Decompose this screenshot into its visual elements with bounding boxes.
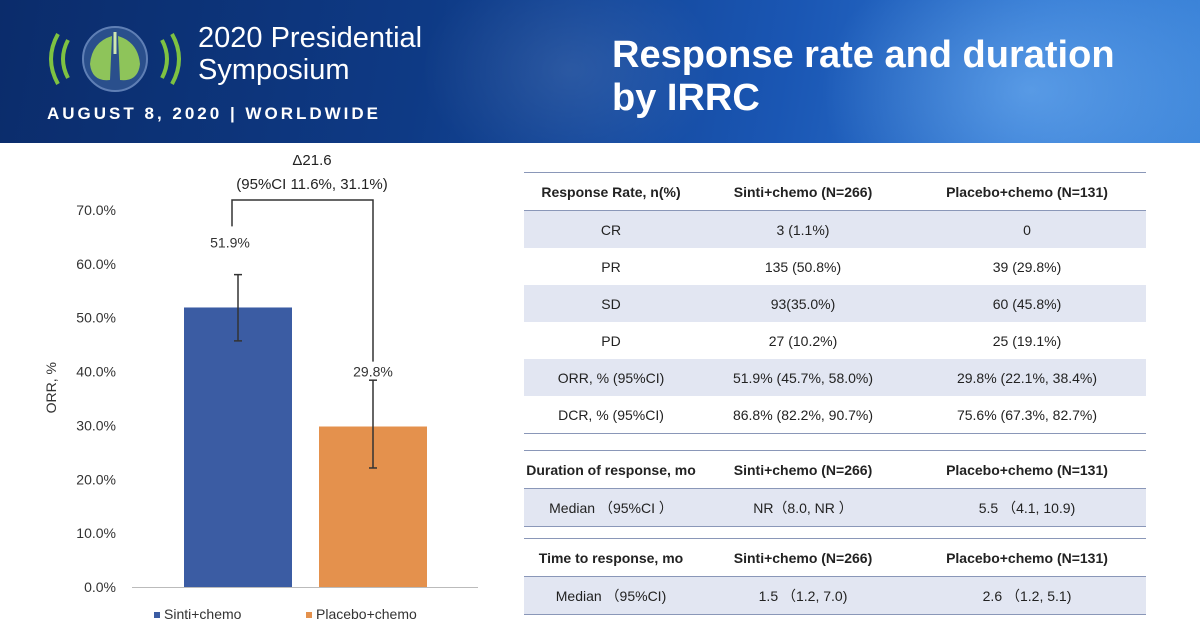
- table-row: Median （95%CI ） NR（8.0, NR ） 5.5 （4.1, 1…: [524, 488, 1146, 527]
- table-cell: 5.5 （4.1, 10.9): [908, 488, 1146, 527]
- y-tick-label: 70.0%: [76, 202, 116, 218]
- orr-chart-svg: 0.0% 10.0% 20.0% 30.0% 40.0% 50.0% 60.0% 70.0% O…: [43, 152, 478, 595]
- table-cell: 29.8% (22.1%, 38.4%): [908, 359, 1146, 396]
- table-row: SD 93(35.0%) 60 (45.8%): [524, 285, 1146, 322]
- symposium-title: 2020 Presidential Symposium: [198, 22, 422, 86]
- y-tick-label: 10.0%: [76, 525, 116, 541]
- slide-title-line1: Response rate and duration: [612, 34, 1115, 76]
- table-cell: 93(35.0%): [698, 285, 908, 322]
- legend-label-placebo: Placebo+chemo: [316, 606, 417, 622]
- header-cell: Sinti+chemo (N=266): [698, 538, 908, 577]
- table-cell: 86.8% (82.2%, 90.7%): [698, 396, 908, 434]
- time-to-response-table: Time to response, mo Sinti+chemo (N=266)…: [524, 538, 1146, 615]
- table-row: CR 3 (1.1%) 0: [524, 210, 1146, 248]
- table-cell: 1.5 （1.2, 7.0): [698, 576, 908, 615]
- row-label: CR: [524, 210, 698, 248]
- legend-item-placebo: Placebo+chemo: [306, 606, 417, 622]
- header-cell: Sinti+chemo (N=266): [698, 450, 908, 489]
- table-cell: 0: [908, 210, 1146, 248]
- y-tick-label: 60.0%: [76, 256, 116, 272]
- legend-item-sinti: Sinti+chemo: [154, 606, 241, 622]
- comparison-bracket: [231, 199, 374, 362]
- row-label: PR: [601, 258, 621, 275]
- row-label: Median （95%CI ）: [524, 488, 698, 527]
- table-cell: 75.6% (67.3%, 82.7%): [908, 396, 1146, 434]
- delta-annotation: Δ21.6: [292, 152, 331, 169]
- y-axis-label: ORR, %: [43, 362, 59, 413]
- banner-glow: [420, 0, 720, 143]
- lung-globe-logo-icon: [49, 26, 181, 92]
- table-header-row: Response Rate, n(%) Sinti+chemo (N=266) …: [524, 172, 1146, 211]
- legend-label-sinti: Sinti+chemo: [164, 606, 242, 622]
- ci-annotation: (95%CI 11.6%, 31.1%): [236, 176, 387, 193]
- table-cell: NR（8.0, NR ）: [698, 488, 908, 527]
- table-cell: 25 (19.1%): [992, 332, 1062, 349]
- table-row: ORR, % (95%CI) 51.9% (45.7%, 58.0%) 29.8…: [524, 359, 1146, 396]
- table-row: Median （95%CI) 1.5 （1.2, 7.0) 2.6 （1.2, …: [524, 576, 1146, 615]
- header-cell: Duration of response, mo: [524, 450, 698, 489]
- row-label: DCR, % (95%CI): [524, 396, 698, 434]
- table-cell: 39 (29.8%): [992, 258, 1062, 275]
- symposium-line2: Symposium: [198, 54, 350, 86]
- bar: [184, 307, 292, 587]
- table-cell: 27 (10.2%): [768, 332, 838, 349]
- table-cell: 51.9% (45.7%, 58.0%): [698, 359, 908, 396]
- response-rate-table: Response Rate, n(%) Sinti+chemo (N=266) …: [524, 172, 1146, 434]
- legend-swatch-sinti: [154, 612, 160, 619]
- symposium-line1: 2020 Presidential: [198, 22, 423, 54]
- banner-glow: [820, 0, 1200, 143]
- table-row: PD 27 (10.2%) 25 (19.1%): [524, 322, 1146, 359]
- table-cell: 60 (45.8%): [908, 285, 1146, 322]
- orr-bar-chart: 0.0% 10.0% 20.0% 30.0% 40.0% 50.0% 60.0% 70.0% O…: [0, 143, 520, 631]
- y-tick-label: 50.0%: [76, 310, 116, 326]
- slide-title: Response rate and duration by IRRC: [612, 34, 1115, 120]
- y-tick-label: 40.0%: [76, 364, 116, 380]
- header-cell: Time to response, mo: [524, 538, 698, 577]
- header-cell: Placebo+chemo (N=131): [908, 450, 1146, 489]
- table-row: PR 135 (50.8%) 39 (29.8%): [524, 248, 1146, 285]
- table-header-row: Duration of response, mo Sinti+chemo (N=…: [524, 450, 1146, 489]
- duration-response-table: Duration of response, mo Sinti+chemo (N=…: [524, 450, 1146, 527]
- header-cell: Response Rate, n(%): [524, 172, 698, 211]
- data-label: 51.9%: [210, 234, 250, 250]
- row-label: Median （95%CI): [524, 576, 698, 615]
- row-label: SD: [524, 285, 698, 322]
- table-row: DCR, % (95%CI) 86.8% (82.2%, 90.7%) 75.6…: [524, 396, 1146, 434]
- y-tick-label: 20.0%: [76, 471, 116, 487]
- header-banner: 2020 Presidential Symposium AUGUST 8, 20…: [0, 0, 1200, 143]
- row-label: PD: [601, 332, 621, 349]
- header-cell: Placebo+chemo (N=131): [908, 172, 1146, 211]
- symposium-date: AUGUST 8, 2020 | WORLDWIDE: [47, 104, 382, 123]
- row-label: ORR, % (95%CI): [524, 359, 698, 396]
- y-tick-label: 30.0%: [76, 417, 116, 433]
- slide-title-line2: by IRRC: [612, 77, 760, 119]
- legend-swatch-placebo: [306, 612, 312, 619]
- header-cell: Placebo+chemo (N=131): [908, 538, 1146, 577]
- table-header-row: Time to response, mo Sinti+chemo (N=266)…: [524, 538, 1146, 577]
- y-tick-label: 0.0%: [84, 579, 116, 595]
- table-cell: 135 (50.8%): [764, 258, 842, 275]
- data-label: 29.8%: [353, 364, 393, 380]
- table-cell: 2.6 （1.2, 5.1): [908, 576, 1146, 615]
- header-cell: Sinti+chemo (N=266): [698, 172, 908, 211]
- table-cell: 3 (1.1%): [698, 210, 908, 248]
